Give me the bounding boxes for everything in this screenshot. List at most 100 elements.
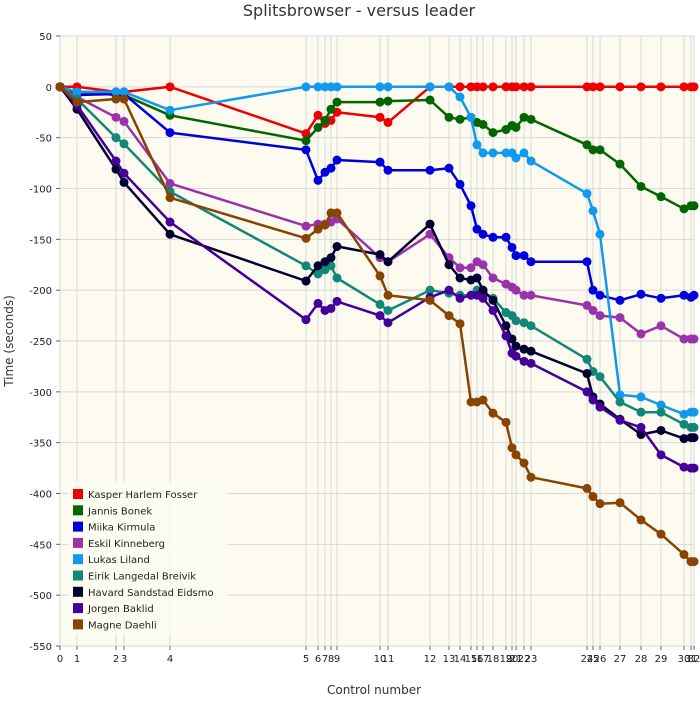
- data-point: [679, 550, 689, 559]
- data-point: [588, 82, 598, 92]
- legend-swatch: [73, 570, 83, 581]
- legend-swatch: [73, 537, 83, 548]
- x-tick-label: 10: [374, 654, 387, 665]
- data-point: [455, 293, 465, 303]
- data-point: [425, 95, 435, 105]
- legend-swatch: [73, 489, 83, 499]
- data-point: [425, 165, 435, 175]
- data-point: [519, 82, 529, 92]
- data-point: [636, 392, 646, 402]
- legend-label: Magne Daehli: [88, 620, 157, 631]
- data-point: [375, 299, 385, 309]
- data-point: [582, 387, 592, 397]
- data-point: [588, 145, 598, 155]
- y-tick-label: -450: [29, 540, 52, 551]
- data-point: [615, 415, 625, 425]
- data-point: [313, 269, 323, 279]
- x-tick-label: 31: [685, 654, 698, 665]
- x-tick-label: 25: [587, 654, 600, 665]
- data-point: [656, 450, 666, 460]
- data-point: [383, 82, 393, 92]
- data-point: [313, 261, 323, 271]
- data-point: [425, 219, 435, 229]
- data-point: [72, 87, 82, 97]
- data-point: [615, 498, 625, 508]
- legend-label: Havard Sandstad Eidsmo: [88, 588, 214, 599]
- x-tick-label: 17: [477, 654, 490, 665]
- data-point: [526, 82, 536, 92]
- x-tick-label: 12: [424, 654, 437, 665]
- data-point: [488, 148, 498, 158]
- data-point: [615, 82, 625, 92]
- data-point: [519, 458, 529, 468]
- series-lines: [55, 82, 699, 567]
- data-point: [119, 94, 129, 104]
- data-point: [526, 346, 536, 356]
- legend-label: Kasper Harlem Fosser: [88, 490, 198, 501]
- x-tick-label: 22: [518, 654, 531, 665]
- data-point: [326, 253, 336, 263]
- data-point: [511, 82, 521, 92]
- data-point: [111, 94, 121, 104]
- data-point: [466, 263, 476, 273]
- data-point: [582, 189, 592, 199]
- data-point: [444, 82, 454, 92]
- legend-swatch: [73, 619, 83, 630]
- data-point: [526, 472, 536, 482]
- data-point: [301, 221, 311, 231]
- data-point: [679, 204, 689, 214]
- legend-label: Jannis Bonek: [87, 506, 152, 517]
- data-point: [588, 395, 598, 405]
- y-tick-label: -300: [29, 388, 52, 399]
- data-point: [383, 290, 393, 300]
- data-point: [511, 450, 521, 460]
- data-point: [455, 179, 465, 189]
- data-point: [636, 329, 646, 339]
- data-point: [444, 112, 454, 122]
- data-point: [165, 217, 175, 227]
- x-tick-label: 9: [334, 654, 340, 665]
- data-point: [111, 112, 121, 122]
- data-point: [301, 261, 311, 271]
- data-point: [519, 290, 529, 300]
- data-point: [301, 233, 311, 243]
- data-point: [478, 82, 488, 92]
- data-point: [332, 273, 342, 283]
- legend-background: [68, 482, 228, 635]
- legend-swatch: [73, 554, 83, 565]
- data-point: [119, 177, 129, 187]
- data-point: [488, 128, 498, 138]
- data-point: [656, 407, 666, 417]
- data-point: [375, 250, 385, 260]
- legend-swatch: [73, 586, 83, 597]
- data-point: [588, 206, 598, 216]
- data-point: [455, 273, 465, 283]
- data-point: [165, 178, 175, 188]
- data-point: [656, 293, 666, 303]
- data-point: [656, 321, 666, 331]
- x-tick-label: 14: [454, 654, 467, 665]
- data-point: [111, 133, 121, 143]
- data-point: [507, 443, 517, 453]
- data-point: [111, 87, 121, 97]
- data-point: [519, 112, 529, 122]
- y-tick-label: -550: [29, 642, 52, 653]
- data-point: [455, 319, 465, 329]
- data-point: [656, 529, 666, 539]
- y-axis-label: Time (seconds): [2, 295, 16, 388]
- data-point: [313, 110, 323, 120]
- data-point: [595, 311, 605, 321]
- axes: 500-50-100-150-200-250-300-350-400-450-5…: [29, 32, 700, 665]
- data-point: [501, 331, 511, 341]
- data-point: [332, 82, 342, 92]
- data-point: [519, 318, 529, 328]
- data-point: [478, 260, 488, 270]
- data-point: [595, 402, 605, 412]
- data-point: [582, 257, 592, 267]
- data-point: [383, 165, 393, 175]
- x-tick-label: 1: [74, 654, 80, 665]
- data-point: [526, 290, 536, 300]
- data-point: [526, 156, 536, 166]
- x-tick-label: 8: [328, 654, 334, 665]
